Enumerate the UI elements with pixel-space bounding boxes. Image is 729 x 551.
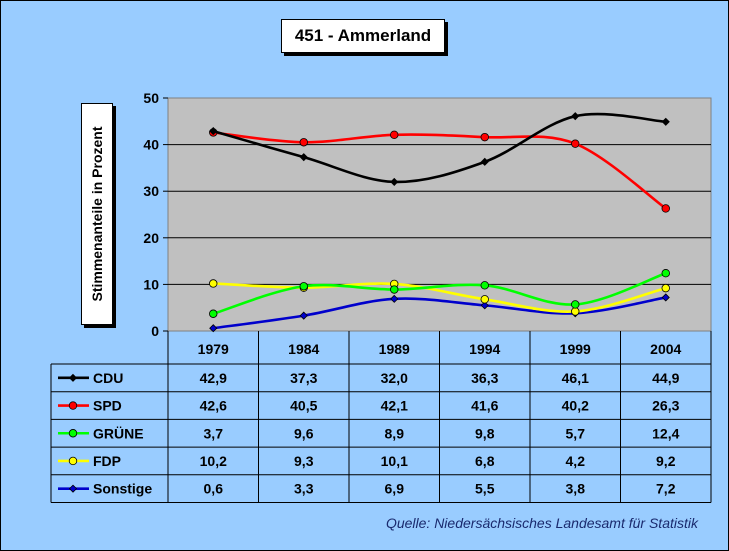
data-label: 42,9: [200, 370, 227, 386]
data-label: 46,1: [562, 370, 589, 386]
x-tick-label: 2004: [650, 341, 681, 357]
series-line: [212, 112, 666, 184]
data-point: [661, 204, 670, 213]
data-label: 40,5: [290, 398, 317, 414]
data-point: [661, 293, 670, 302]
data-label: 9,6: [294, 425, 314, 441]
data-point: [390, 294, 399, 303]
data-point: [209, 127, 218, 136]
data-label: 4,2: [566, 453, 586, 469]
data-point: [480, 281, 489, 290]
y-axis-label: Stimmenanteile in Prozent: [89, 126, 105, 302]
y-tick-label: 40: [143, 137, 159, 153]
data-label: 5,5: [475, 481, 495, 497]
y-tick-label: 10: [143, 276, 159, 292]
data-point: [209, 324, 218, 333]
legend-marker: [68, 373, 78, 382]
data-label: 37,3: [290, 370, 317, 386]
legend-marker: [68, 456, 78, 466]
data-point: [480, 157, 489, 166]
data-label: 3,7: [204, 425, 224, 441]
legend-entry: SPD: [93, 398, 122, 414]
y-tick-label: 30: [143, 183, 159, 199]
data-point: [661, 117, 670, 126]
data-point: [661, 269, 670, 278]
legend-marker: [68, 484, 78, 493]
data-point: [390, 130, 399, 140]
data-point: [299, 282, 308, 291]
y-axis-label-box: Stimmenanteile in Prozent: [81, 103, 113, 325]
source-note: Quelle: Niedersächsisches Landesamt für …: [385, 515, 698, 531]
legend-entry: FDP: [93, 453, 121, 469]
y-tick-label: 0: [151, 323, 159, 339]
data-label: 5,7: [566, 425, 586, 441]
data-label: 10,1: [381, 453, 408, 469]
data-point: [661, 283, 670, 293]
data-label: 6,8: [475, 453, 495, 469]
series-line: [213, 131, 667, 210]
y-tick-label: 20: [143, 230, 159, 246]
data-label: 0,6: [204, 481, 224, 497]
data-label: 9,2: [656, 453, 676, 469]
data-label: 41,6: [471, 398, 498, 414]
plot-area: [167, 97, 712, 332]
data-label: 8,9: [385, 425, 405, 441]
data-point: [480, 301, 489, 310]
data-point: [571, 112, 580, 121]
series-line: [212, 271, 667, 316]
legend-marker: [68, 429, 78, 438]
data-label: 36,3: [471, 370, 498, 386]
data-label: 9,8: [475, 425, 495, 441]
chart-title-box: 451 - Ammerland: [281, 19, 445, 53]
data-point: [480, 132, 489, 142]
data-label: 12,4: [652, 425, 679, 441]
x-tick-label: 1989: [379, 341, 410, 357]
data-point: [480, 295, 489, 304]
data-point: [299, 138, 308, 147]
data-point: [209, 309, 218, 318]
data-label: 10,2: [200, 453, 227, 469]
data-label: 32,0: [381, 370, 408, 386]
legend-entry: GRÜNE: [93, 425, 144, 441]
x-tick-label: 1999: [560, 341, 591, 357]
y-tick-label: 50: [143, 90, 159, 106]
data-label: 6,9: [385, 481, 405, 497]
legend-marker: [68, 401, 78, 410]
data-label: 42,1: [381, 398, 408, 414]
data-label: 26,3: [652, 398, 679, 414]
data-label: 3,3: [294, 481, 314, 497]
legend-entry: Sonstige: [93, 481, 152, 497]
data-label: 44,9: [652, 370, 679, 386]
data-point: [390, 177, 399, 186]
data-point: [571, 307, 580, 316]
series-line: [213, 296, 666, 330]
data-point: [299, 153, 308, 162]
data-point: [571, 300, 580, 309]
data-point: [390, 285, 399, 294]
data-label: 3,8: [566, 481, 586, 497]
data-point: [571, 139, 580, 148]
x-tick-label: 1994: [469, 341, 500, 357]
x-tick-label: 1984: [288, 341, 319, 357]
x-tick-label: 1979: [198, 341, 229, 357]
legend-entry: CDU: [93, 370, 123, 386]
data-point: [299, 311, 308, 320]
data-label: 42,6: [200, 398, 227, 414]
data-label: 7,2: [656, 481, 676, 497]
data-label: 9,3: [294, 453, 314, 469]
chart-title: 451 - Ammerland: [294, 26, 432, 45]
data-label: 40,2: [562, 398, 589, 414]
data-point: [209, 279, 218, 288]
